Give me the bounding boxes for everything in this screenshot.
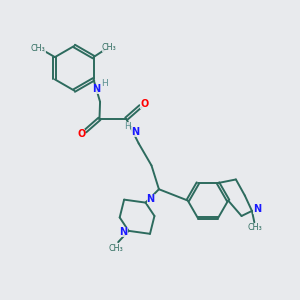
Text: N: N: [131, 127, 140, 137]
Text: H: H: [101, 79, 108, 88]
Text: N: N: [119, 227, 128, 237]
Text: N: N: [253, 204, 261, 214]
Text: CH₃: CH₃: [108, 244, 123, 253]
Text: H: H: [124, 122, 130, 131]
Text: N: N: [146, 194, 155, 204]
Text: O: O: [77, 129, 86, 139]
Text: CH₃: CH₃: [102, 43, 117, 52]
Text: O: O: [140, 99, 148, 109]
Text: CH₃: CH₃: [31, 44, 46, 53]
Text: CH₃: CH₃: [248, 223, 262, 232]
Text: N: N: [92, 84, 100, 94]
